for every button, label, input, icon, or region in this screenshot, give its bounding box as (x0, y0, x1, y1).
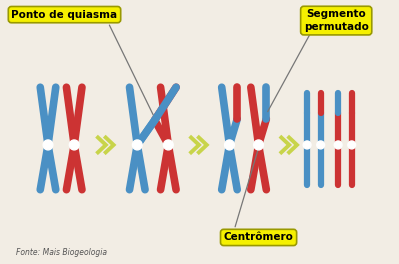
Circle shape (317, 141, 324, 149)
Circle shape (348, 141, 356, 149)
Text: Fonte: Mais Biogeologia: Fonte: Mais Biogeologia (16, 248, 107, 257)
Circle shape (43, 140, 53, 150)
Circle shape (254, 140, 263, 150)
Text: Segmento
permutado: Segmento permutado (304, 10, 369, 32)
Circle shape (225, 140, 234, 150)
Circle shape (164, 140, 173, 150)
Circle shape (69, 140, 79, 150)
Text: Ponto de quiasma: Ponto de quiasma (12, 10, 118, 20)
Circle shape (303, 141, 311, 149)
Text: Centrômero: Centrômero (223, 232, 294, 242)
Circle shape (132, 140, 142, 150)
Circle shape (334, 141, 342, 149)
